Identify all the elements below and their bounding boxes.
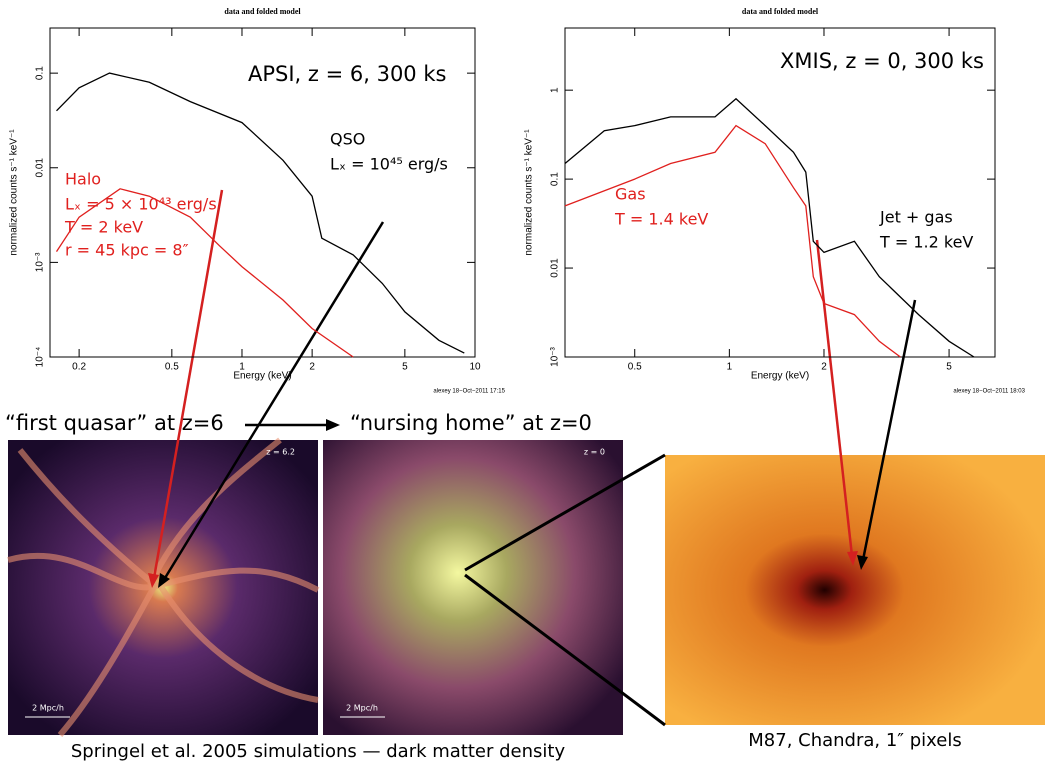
x-tick-label: 0.2: [72, 362, 86, 373]
arrow-head: [326, 419, 340, 431]
y-axis-label: normalized counts s⁻¹ keV⁻¹: [9, 129, 20, 256]
y-axis-label: normalized counts s⁻¹ keV⁻¹: [524, 129, 535, 256]
series-line: [565, 126, 900, 357]
scale-label: 2 Mpc/h: [346, 704, 378, 713]
image-label: z = 6.2: [266, 448, 295, 457]
annotation: T = 1.4 keV: [614, 210, 708, 229]
x-tick-label: 5: [946, 362, 952, 373]
y-tick-label: 10⁻³: [35, 252, 46, 272]
annotation: T = 1.2 keV: [879, 233, 973, 252]
heading: “first quasar” at z=6: [5, 411, 224, 435]
chart-title: data and folded model: [224, 7, 301, 16]
series-label: Jet + gas: [879, 208, 953, 227]
m87-image: [665, 455, 1045, 725]
annotation: APSI, z = 6, 300 ks: [248, 62, 446, 86]
y-tick-label: 0.1: [550, 172, 561, 186]
annotation: r = 45 kpc = 8″: [65, 241, 189, 260]
series-line: [57, 189, 354, 357]
y-tick-label: 0.01: [550, 258, 561, 278]
series-label: Halo: [65, 170, 101, 189]
y-tick-label: 0.1: [35, 66, 46, 80]
x-tick-label: 0.5: [628, 362, 642, 373]
x-axis-label: Energy (keV): [751, 371, 809, 382]
x-tick-label: 10: [469, 362, 481, 373]
y-tick-label: 1: [550, 87, 561, 93]
footer: alexey 18−Oct−2011 18:03: [953, 389, 1025, 395]
y-tick-label: 0.01: [35, 158, 46, 178]
footer: alexey 18−Oct−2011 17:15: [433, 389, 505, 395]
x-tick-label: 2: [309, 362, 315, 373]
series-label: QSO: [330, 130, 365, 149]
x-tick-label: 2: [821, 362, 827, 373]
image-label: z = 0: [584, 448, 605, 457]
x-tick-label: 1: [727, 362, 733, 373]
heading: “nursing home” at z=0: [350, 411, 592, 435]
y-tick-label: 10⁻³: [550, 346, 561, 366]
x-tick-label: 1: [239, 362, 245, 373]
scale-label: 2 Mpc/h: [32, 704, 64, 713]
y-tick-label: 10⁻⁴: [35, 347, 46, 368]
x-tick-label: 0.5: [165, 362, 179, 373]
chart-title: data and folded model: [742, 7, 819, 16]
simulation-image: [323, 440, 623, 735]
figure: z = 6.2 2 Mpc/h z = 0 2 Mpc/h “first qua…: [0, 0, 1057, 767]
series-label: Gas: [615, 185, 646, 204]
caption: Springel et al. 2005 simulations — dark …: [71, 741, 566, 762]
x-tick-label: 5: [402, 362, 408, 373]
annotation: XMIS, z = 0, 300 ks: [780, 49, 984, 73]
annotation: Lₓ = 10⁴⁵ erg/s: [330, 155, 448, 174]
annotation: T = 2 keV: [64, 218, 143, 237]
annotation: Lₓ = 5 × 10⁴³ erg/s: [65, 195, 217, 214]
caption: M87, Chandra, 1″ pixels: [748, 730, 961, 751]
